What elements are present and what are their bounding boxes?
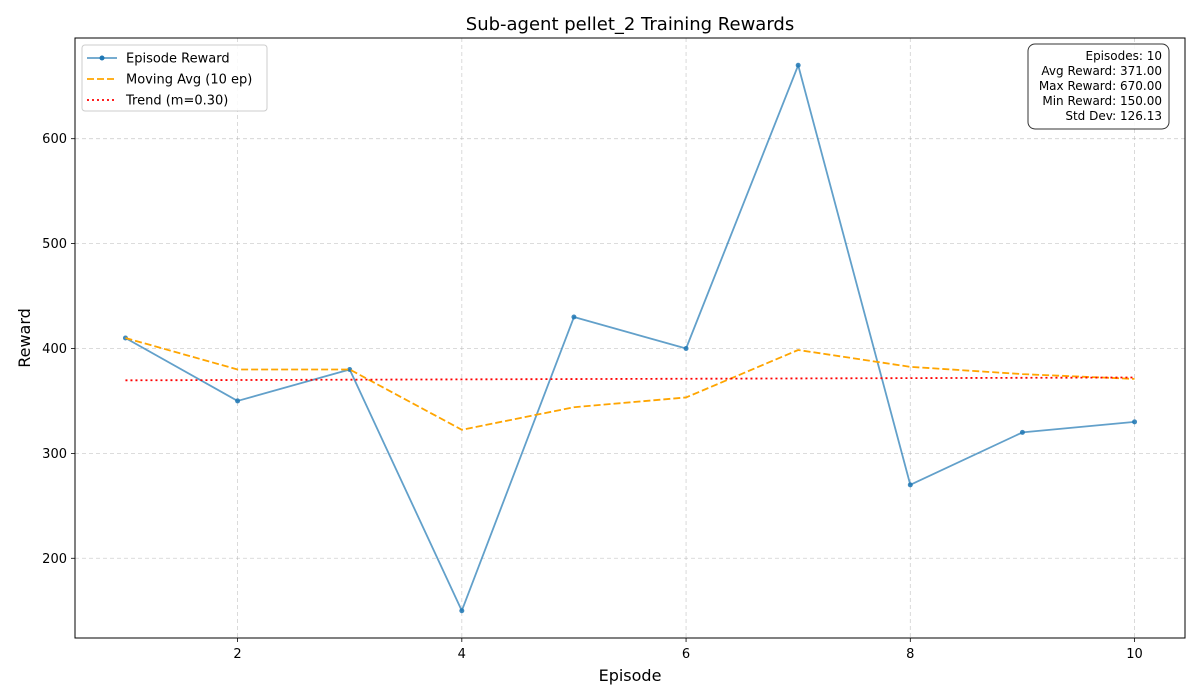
stats-line: Avg Reward: 371.00 — [1041, 64, 1162, 78]
chart-title: Sub-agent pellet_2 Training Rewards — [466, 14, 794, 35]
data-point — [683, 345, 689, 351]
data-point — [1132, 419, 1138, 425]
x-tick-label: 8 — [906, 647, 914, 662]
y-tick-label: 600 — [42, 132, 67, 147]
data-point — [459, 608, 465, 614]
axis-ticks: 2 4 6 8 10 200 300 400 500 600 — [42, 132, 1143, 662]
legend-label: Episode Reward — [126, 52, 230, 67]
stats-line: Max Reward: 670.00 — [1039, 79, 1162, 93]
plot-frame — [74, 37, 1186, 639]
y-tick-label: 500 — [42, 237, 67, 252]
legend-label: Moving Avg (10 ep) — [126, 73, 252, 88]
stats-line: Std Dev: 126.13 — [1065, 109, 1162, 123]
data-point — [1019, 429, 1025, 435]
series-line-1 — [125, 64, 1135, 612]
grid — [75, 38, 1185, 638]
x-tick-label: 4 — [458, 647, 466, 662]
series-line-3 — [125, 376, 1135, 382]
x-tick-label: 6 — [682, 647, 690, 662]
x-axis-label: Episode — [599, 666, 662, 685]
legend-label: Trend (m=0.30) — [125, 94, 228, 109]
plot-series — [122, 62, 1138, 614]
legend: Episode Reward Moving Avg (10 ep) Trend (m… — [81, 44, 268, 112]
legend-box — [81, 44, 268, 112]
data-point — [795, 62, 801, 68]
stats-line: Episodes: 10 — [1085, 49, 1162, 63]
legend-marker — [99, 55, 105, 61]
y-tick-label: 200 — [42, 552, 67, 567]
data-point — [571, 314, 577, 320]
x-tick-label: 10 — [1126, 647, 1143, 662]
data-point — [235, 398, 241, 404]
y-axis-label: Reward — [15, 308, 34, 368]
x-tick-label: 2 — [233, 647, 241, 662]
data-point — [907, 482, 913, 488]
y-tick-label: 300 — [42, 447, 67, 462]
stats-line: Min Reward: 150.00 — [1042, 94, 1162, 108]
stats-box-frame — [1027, 43, 1170, 130]
series-line-2 — [125, 337, 1135, 431]
y-tick-label: 400 — [42, 342, 67, 357]
